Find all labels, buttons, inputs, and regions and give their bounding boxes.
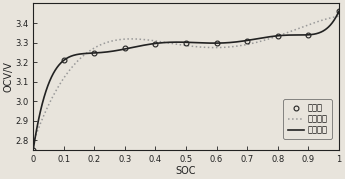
Y-axis label: OCV/V: OCV/V xyxy=(3,61,13,92)
X-axis label: SOC: SOC xyxy=(176,166,196,176)
Legend: 实验值, 四次曲线, 七次曲线: 实验值, 四次曲线, 七次曲线 xyxy=(283,99,332,139)
